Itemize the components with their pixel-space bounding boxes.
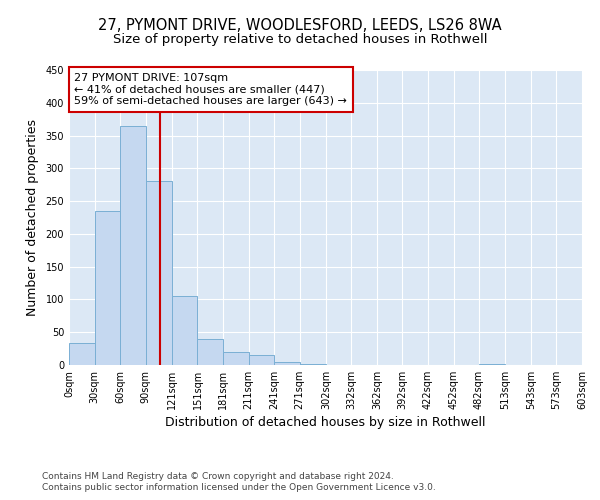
Bar (223, 352, 248, 365)
Text: Contains HM Land Registry data © Crown copyright and database right 2024.: Contains HM Land Registry data © Crown c… (42, 472, 394, 481)
Bar (299, 364, 326, 365)
Bar (120, 126, 146, 365)
Y-axis label: Number of detached properties: Number of detached properties (26, 119, 38, 316)
Bar (69, 344, 95, 365)
Bar (172, 296, 197, 365)
Bar (274, 362, 299, 365)
Bar (479, 364, 505, 365)
Bar (146, 182, 172, 365)
Text: Contains public sector information licensed under the Open Government Licence v3: Contains public sector information licen… (42, 484, 436, 492)
Text: 27, PYMONT DRIVE, WOODLESFORD, LEEDS, LS26 8WA: 27, PYMONT DRIVE, WOODLESFORD, LEEDS, LS… (98, 18, 502, 32)
Text: 27 PYMONT DRIVE: 107sqm
← 41% of detached houses are smaller (447)
59% of semi-d: 27 PYMONT DRIVE: 107sqm ← 41% of detache… (74, 73, 347, 106)
X-axis label: Distribution of detached houses by size in Rothwell: Distribution of detached houses by size … (165, 416, 486, 429)
Bar (197, 339, 223, 365)
Bar (95, 211, 120, 365)
Bar (248, 355, 274, 365)
Text: Size of property relative to detached houses in Rothwell: Size of property relative to detached ho… (113, 32, 487, 46)
